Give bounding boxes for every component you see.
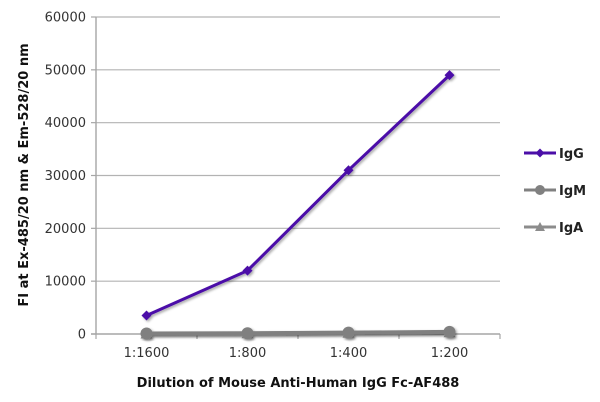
x-tick-label: 1:200: [431, 346, 468, 361]
series-line: [145, 74, 451, 317]
legend-item-igm: IgM: [524, 184, 586, 199]
x-axis-title: Dilution of Mouse Anti-Human IgG Fc-AF48…: [137, 376, 460, 391]
circle-marker: [443, 325, 456, 338]
axes: [91, 16, 501, 339]
x-tick-label: 1:800: [229, 346, 266, 361]
y-axis-title: FI at Ex-485/20 nm & Em-528/20 nm: [17, 43, 32, 306]
y-tick-label: 50000: [45, 63, 86, 78]
y-tick-label: 10000: [45, 275, 86, 290]
circle-marker: [140, 327, 153, 340]
x-tick-label: 1:1600: [124, 346, 170, 361]
triangle-marker: [535, 222, 545, 231]
diamond-marker: [444, 70, 455, 81]
series-line: [146, 329, 450, 336]
series-lines: [140, 70, 456, 340]
diamond-marker: [242, 265, 253, 276]
legend-label: IgA: [559, 221, 583, 236]
circle-marker: [342, 326, 355, 339]
y-tick-label: 30000: [45, 169, 86, 184]
circle-marker: [535, 185, 545, 195]
circle-marker: [241, 327, 254, 340]
legend-label: IgM: [559, 184, 586, 199]
y-tick-label: 40000: [45, 116, 86, 131]
y-tick-label: 60000: [45, 11, 86, 26]
legend-item-igg: IgG: [524, 147, 584, 162]
y-tick-label: 0: [78, 328, 86, 343]
legend: IgG IgM IgA: [524, 147, 586, 236]
y-axis-tick-labels: 0 10000 20000 30000 40000 50000 60000: [45, 11, 86, 343]
legend-item-iga: IgA: [524, 221, 583, 236]
legend-label: IgG: [559, 147, 584, 162]
y-tick-label: 20000: [45, 222, 86, 237]
diamond-marker: [343, 165, 354, 176]
series-igm: [140, 325, 456, 340]
x-axis-tick-labels: 1:1600 1:800 1:400 1:200: [124, 346, 469, 361]
gridlines: [96, 16, 500, 282]
diamond-marker: [141, 310, 152, 321]
diamond-marker: [535, 148, 545, 158]
x-tick-label: 1:400: [330, 346, 367, 361]
series-igg: [141, 70, 455, 321]
